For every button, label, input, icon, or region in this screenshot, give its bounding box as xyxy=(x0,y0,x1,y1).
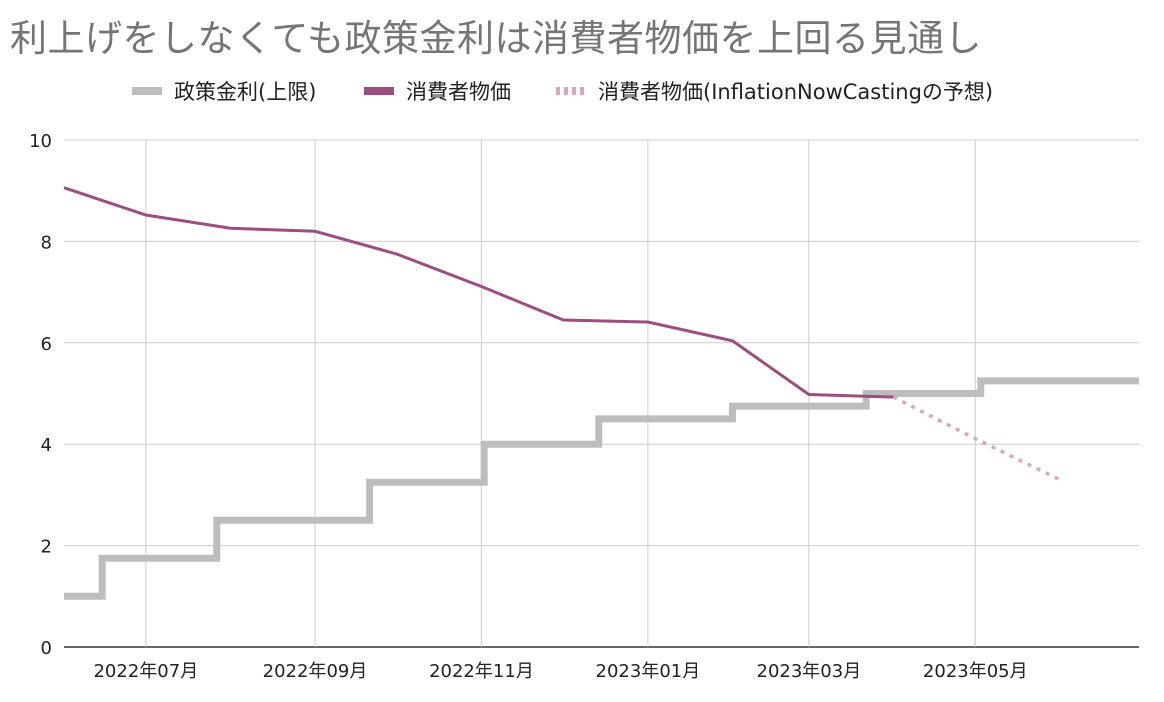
y-tick-label: 6 xyxy=(41,334,52,355)
y-tick-label: 4 xyxy=(41,435,52,456)
series-line-cpi xyxy=(63,186,894,399)
series-line-cpi-forecast xyxy=(892,395,1061,482)
legend-label-policy-rate: 政策金利(上限) xyxy=(174,80,317,104)
legend-label-cpi-forecast: 消費者物価(InflationNowCastingの予想) xyxy=(598,80,994,104)
legend-item-cpi: 消費者物価 xyxy=(364,74,511,108)
y-tick-label: 2 xyxy=(41,537,52,558)
legend-swatch-cpi xyxy=(364,87,394,95)
legend-item-cpi-forecast: 消費者物価(InflationNowCastingの予想) xyxy=(556,74,993,108)
legend-swatch-policy-rate xyxy=(132,87,162,95)
y-tick-label: 8 xyxy=(41,232,52,253)
legend-swatch-cpi-forecast xyxy=(556,87,586,95)
legend: 政策金利(上限) 消費者物価 消費者物価(InflationNowCasting… xyxy=(0,74,1164,108)
x-tick-label: 2023年05月 xyxy=(923,661,1028,682)
y-tick-label: 0 xyxy=(41,638,52,659)
series-line-policy-rate xyxy=(64,377,1139,600)
x-tick-label: 2022年11月 xyxy=(429,661,534,682)
x-tick-label: 2022年09月 xyxy=(263,661,368,682)
y-tick-label: 10 xyxy=(29,131,52,152)
legend-item-policy-rate: 政策金利(上限) xyxy=(132,74,316,108)
legend-label-cpi: 消費者物価 xyxy=(406,80,511,104)
chart-title: 利上げをしなくても政策金利は消費者物価を上回る見通し xyxy=(10,17,983,60)
x-tick-label: 2022年07月 xyxy=(93,661,198,682)
x-tick-label: 2023年01月 xyxy=(596,661,701,682)
x-tick-label: 2023年03月 xyxy=(757,661,862,682)
